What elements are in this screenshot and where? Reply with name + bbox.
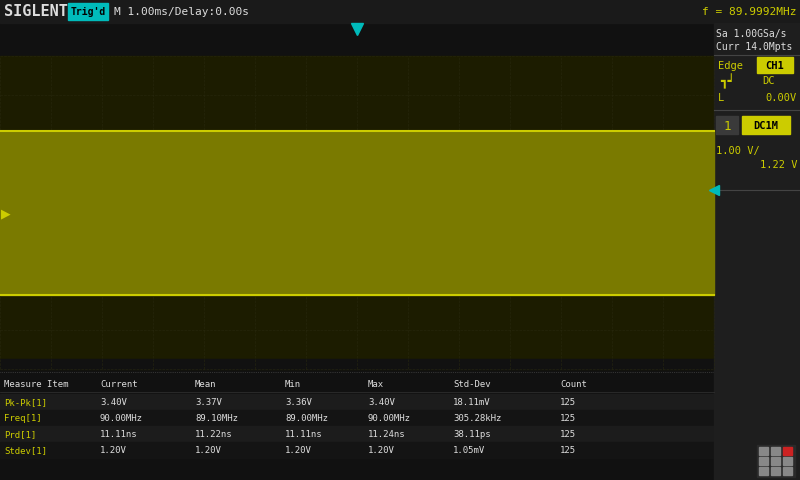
Bar bbox=[771, 467, 780, 475]
Text: 0.00V: 0.00V bbox=[766, 93, 797, 103]
Bar bbox=[742, 117, 790, 135]
Text: DC: DC bbox=[762, 76, 774, 86]
Text: Current: Current bbox=[100, 380, 138, 389]
Text: 1.20V: 1.20V bbox=[100, 445, 127, 455]
Text: ▶: ▶ bbox=[1, 207, 10, 220]
Bar bbox=[783, 467, 792, 475]
Text: 305.28kHz: 305.28kHz bbox=[453, 414, 502, 422]
Text: Pk-Pk[1]: Pk-Pk[1] bbox=[4, 397, 47, 407]
Text: SIGLENT: SIGLENT bbox=[4, 4, 68, 20]
Bar bbox=[0, 57, 714, 369]
Text: Stdev[1]: Stdev[1] bbox=[4, 445, 47, 455]
Text: 1.22 V: 1.22 V bbox=[759, 160, 797, 169]
Text: Count: Count bbox=[560, 380, 587, 389]
Text: Measure Item: Measure Item bbox=[4, 380, 69, 389]
Text: 125: 125 bbox=[560, 445, 576, 455]
Text: 1.20V: 1.20V bbox=[285, 445, 312, 455]
Bar bbox=[714, 24, 800, 480]
Bar bbox=[759, 457, 768, 465]
Text: 90.00MHz: 90.00MHz bbox=[368, 414, 411, 422]
Bar bbox=[0, 359, 714, 369]
Text: CH1: CH1 bbox=[766, 61, 784, 71]
Bar bbox=[771, 447, 780, 455]
Text: Min: Min bbox=[285, 380, 301, 389]
Bar bbox=[716, 117, 738, 135]
Text: 3.36V: 3.36V bbox=[285, 397, 312, 407]
Text: 3.40V: 3.40V bbox=[368, 397, 395, 407]
Text: 125: 125 bbox=[560, 430, 576, 439]
Bar bbox=[771, 457, 780, 465]
Text: 1.05mV: 1.05mV bbox=[453, 445, 486, 455]
Text: Trig'd: Trig'd bbox=[70, 7, 106, 17]
Bar bbox=[0, 394, 714, 410]
Text: 89.00MHz: 89.00MHz bbox=[285, 414, 328, 422]
Text: 3.40V: 3.40V bbox=[100, 397, 127, 407]
Text: 1.00 V/: 1.00 V/ bbox=[716, 146, 760, 156]
Text: L: L bbox=[718, 93, 724, 103]
Text: ┓┙: ┓┙ bbox=[720, 73, 735, 88]
Text: 89.10MHz: 89.10MHz bbox=[195, 414, 238, 422]
Text: 125: 125 bbox=[560, 397, 576, 407]
Bar bbox=[759, 467, 768, 475]
Text: 3.37V: 3.37V bbox=[195, 397, 222, 407]
Text: f = 89.9992MHz: f = 89.9992MHz bbox=[702, 7, 797, 17]
Text: 125: 125 bbox=[560, 414, 576, 422]
Bar bbox=[0, 0, 800, 24]
Bar bbox=[0, 132, 714, 296]
Text: 1: 1 bbox=[723, 119, 730, 132]
Bar bbox=[0, 442, 714, 458]
Text: 1.20V: 1.20V bbox=[195, 445, 222, 455]
Bar bbox=[783, 447, 792, 455]
Text: 38.11ps: 38.11ps bbox=[453, 430, 490, 439]
Text: DC1M: DC1M bbox=[754, 121, 778, 131]
Bar bbox=[0, 372, 714, 480]
Bar bbox=[757, 445, 795, 477]
Text: 11.24ns: 11.24ns bbox=[368, 430, 406, 439]
Bar bbox=[759, 447, 768, 455]
Text: Edge: Edge bbox=[718, 61, 743, 71]
Bar bbox=[783, 457, 792, 465]
Bar bbox=[68, 4, 108, 21]
Text: M 1.00ms/Delay:0.00s: M 1.00ms/Delay:0.00s bbox=[114, 7, 249, 17]
Text: 11.22ns: 11.22ns bbox=[195, 430, 233, 439]
Text: Std-Dev: Std-Dev bbox=[453, 380, 490, 389]
Text: Curr 14.0Mpts: Curr 14.0Mpts bbox=[716, 42, 792, 52]
Text: Prd[1]: Prd[1] bbox=[4, 430, 36, 439]
Bar bbox=[0, 410, 714, 426]
Text: Max: Max bbox=[368, 380, 384, 389]
Bar bbox=[0, 426, 714, 442]
Text: Freq[1]: Freq[1] bbox=[4, 414, 42, 422]
Text: 11.11ns: 11.11ns bbox=[285, 430, 322, 439]
Text: Sa 1.00GSa/s: Sa 1.00GSa/s bbox=[716, 29, 786, 39]
Bar bbox=[757, 58, 793, 74]
Text: Mean: Mean bbox=[195, 380, 217, 389]
Text: 1.20V: 1.20V bbox=[368, 445, 395, 455]
Text: 11.11ns: 11.11ns bbox=[100, 430, 138, 439]
Text: 90.00MHz: 90.00MHz bbox=[100, 414, 143, 422]
Text: 18.11mV: 18.11mV bbox=[453, 397, 490, 407]
